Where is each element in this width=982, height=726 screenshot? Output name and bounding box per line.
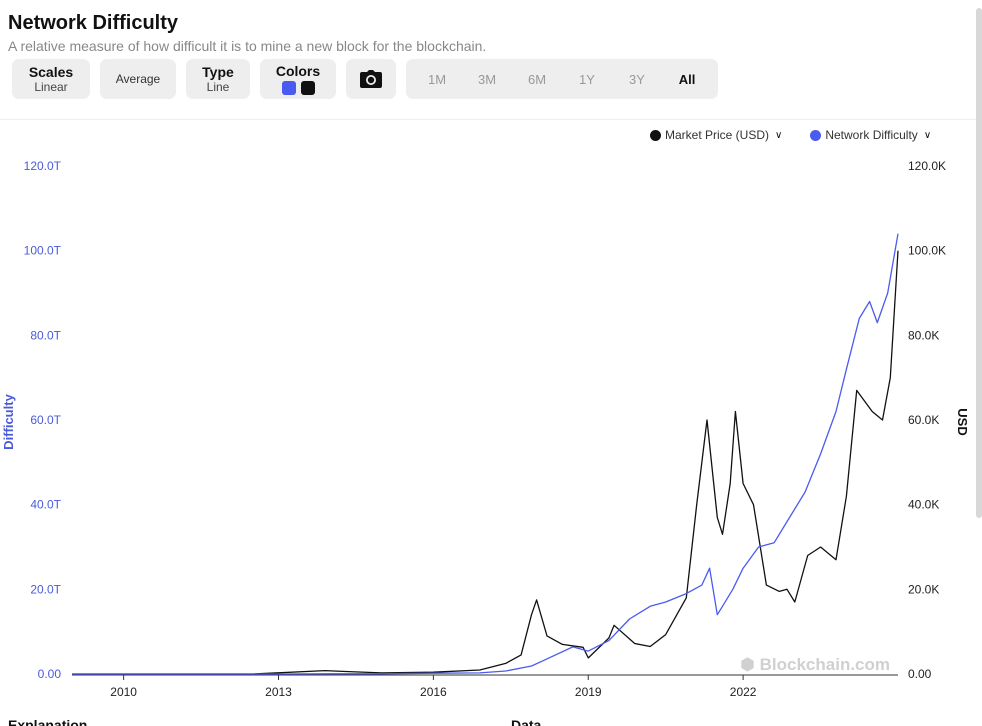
range-button-6m[interactable]: 6M (527, 71, 547, 87)
scales-button[interactable]: Scales Linear (12, 59, 90, 99)
range-button-1m[interactable]: 1M (427, 71, 447, 87)
data-heading: Data (511, 717, 542, 726)
y-right-tick-label: 120.0K (908, 159, 946, 173)
range-button-all[interactable]: All (678, 71, 696, 87)
y-right-tick-label: 80.0K (908, 328, 939, 342)
legend-dot-market-price (650, 129, 661, 141)
y-right-tick-label: 100.0K (908, 244, 946, 258)
y-right-tick-label: 40.0K (908, 498, 939, 512)
chart-toolbar: Scales Linear Average Type Line Colors 1… (12, 59, 718, 99)
legend-item-network-difficulty[interactable]: Network Difficulty ∨ (810, 128, 931, 142)
legend-item-market-price[interactable]: Market Price (USD) ∨ (650, 128, 782, 142)
chart-area: ⬢ Blockchain.com 0.00 20.0T 40.0T 60.0T 80.0T… (1, 159, 970, 699)
screenshot-button[interactable] (346, 59, 396, 99)
x-tick-label: 2019 (575, 685, 602, 699)
average-button[interactable]: Average (100, 59, 176, 99)
chevron-down-icon: ∨ (923, 129, 932, 141)
series-line-network-difficulty (72, 233, 899, 675)
y-right-tick-label: 60.0K (908, 413, 939, 427)
color-swatch-blue[interactable] (281, 81, 296, 95)
average-label: Average (115, 72, 161, 86)
watermark-text: ⬢ Blockchain.com (740, 655, 890, 674)
y-left-axis-title: Difficulty (1, 393, 16, 449)
legend-dot-network-difficulty (810, 129, 822, 141)
type-value: Line (206, 80, 230, 94)
x-tick-label: 2010 (110, 685, 137, 699)
scales-value: Linear (34, 80, 68, 94)
range-button-1y[interactable]: 1Y (579, 71, 595, 87)
y-right-axis-title: USD (955, 408, 970, 435)
time-range-selector: 1M 3M 6M 1Y 3Y All (406, 59, 718, 99)
colors-button[interactable]: Colors (260, 59, 336, 99)
chevron-down-icon: ∨ (775, 129, 783, 141)
type-button[interactable]: Type Line (186, 59, 250, 99)
y-left-tick-label: 40.0T (30, 498, 61, 512)
explanation-heading: Explanation (8, 717, 88, 726)
y-left-tick-label: 80.0T (30, 328, 61, 342)
scales-label: Scales (28, 64, 74, 80)
y-left-tick-label: 0.00 (38, 667, 62, 681)
colors-label: Colors (275, 63, 321, 79)
y-right-tick-label: 0.00 (908, 667, 932, 681)
range-button-3y[interactable]: 3Y (629, 71, 645, 87)
y-left-tick-label: 20.0T (30, 582, 61, 596)
y-right-tick-label: 20.0K (908, 582, 939, 596)
legend-label-market-price: Market Price (USD) (665, 128, 770, 142)
chart-legend: Market Price (USD) ∨ Network Difficulty … (650, 128, 931, 142)
type-label: Type (202, 64, 234, 80)
camera-icon (360, 70, 382, 88)
color-swatch-black[interactable] (300, 81, 315, 95)
series-line-market-price-usd (72, 250, 899, 675)
range-button-3m[interactable]: 3M (477, 71, 497, 87)
page-title: Network Difficulty (8, 12, 179, 34)
x-tick-label: 2016 (420, 685, 447, 699)
y-left-tick-label: 60.0T (30, 413, 61, 427)
legend-label-network-difficulty: Network Difficulty (825, 128, 918, 142)
y-left-tick-label: 120.0T (24, 159, 62, 173)
x-tick-label: 2022 (730, 685, 757, 699)
toolbar-divider (0, 119, 976, 120)
page-scrollbar[interactable] (976, 8, 982, 518)
y-left-tick-label: 100.0T (24, 244, 62, 258)
x-tick-label: 2013 (265, 685, 292, 699)
page-subtitle: A relative measure of how difficult it i… (8, 38, 487, 54)
